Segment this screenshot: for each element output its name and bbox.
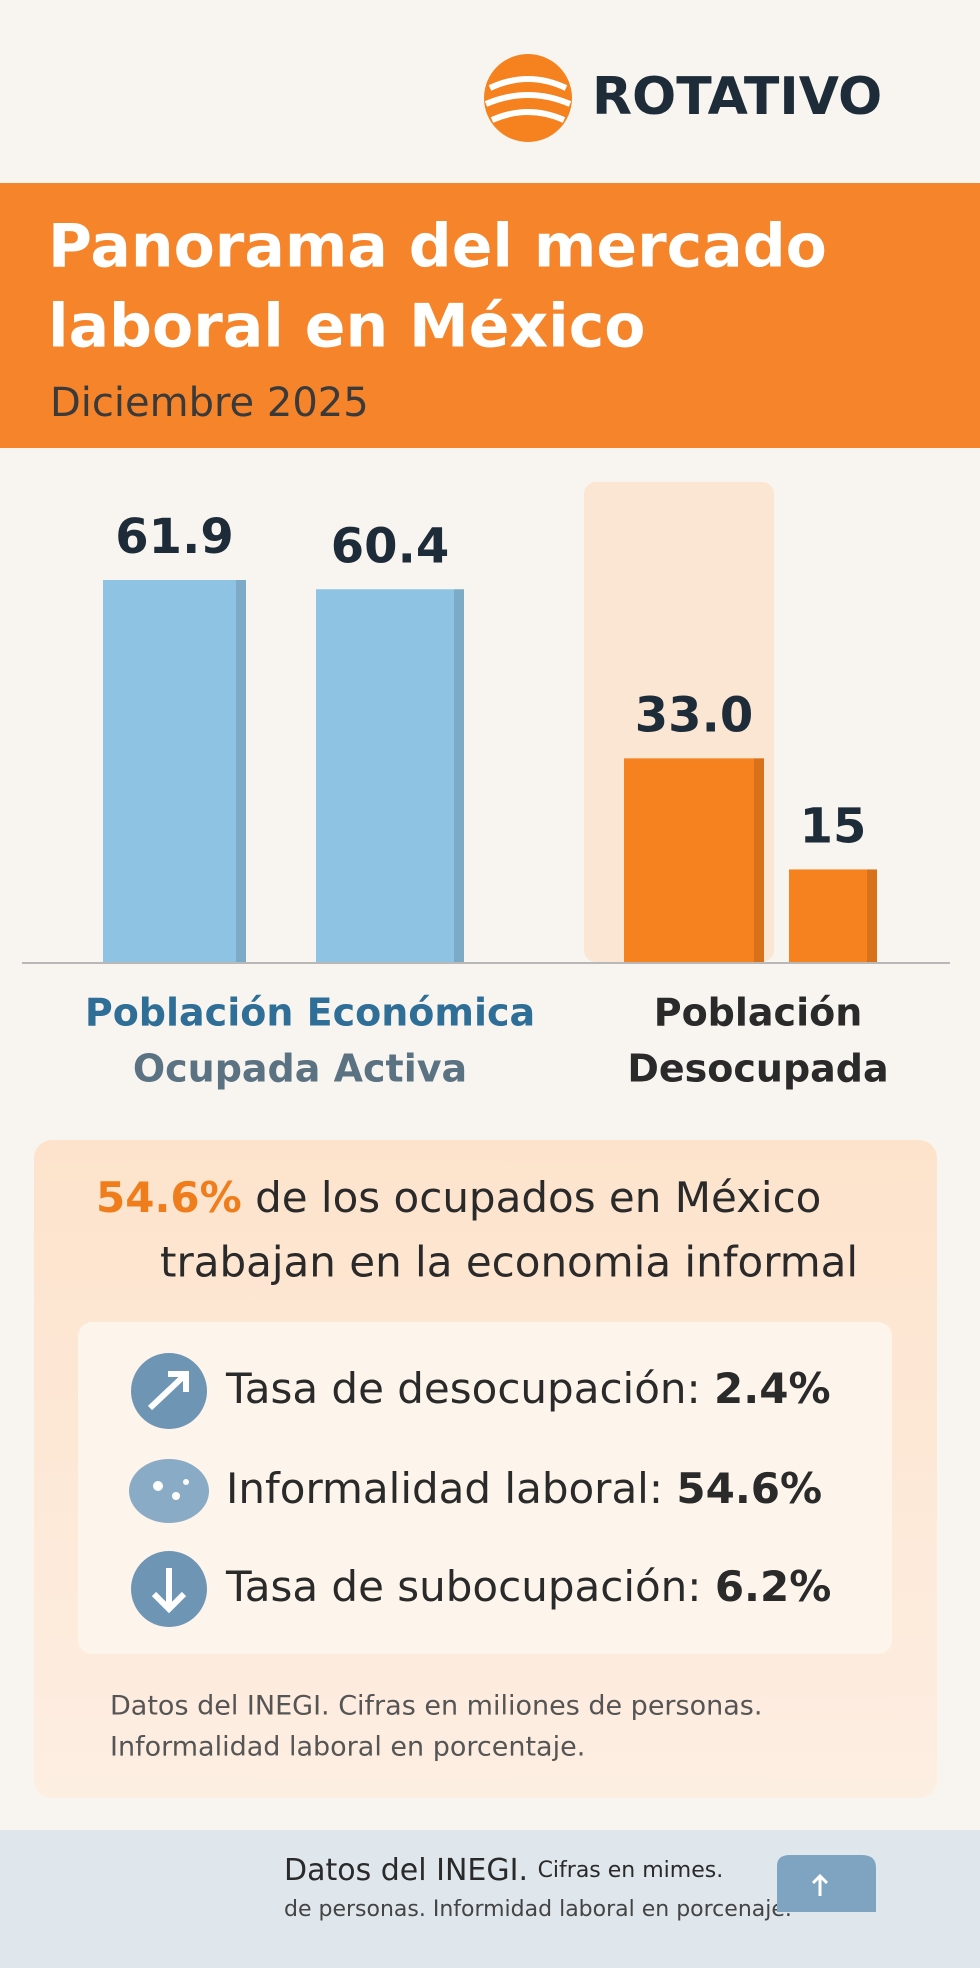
stats-panel [78, 1322, 892, 1654]
group-label: Población [654, 991, 863, 1035]
footer-lead: Datos del INEGI. [284, 1853, 528, 1888]
stat-label: Tasa de subocupación: [225, 1562, 701, 1611]
headline-figure: 54.6% [96, 1173, 242, 1222]
value-label: 60.4 [331, 518, 449, 574]
header-band [0, 183, 980, 448]
stat-value: 54.6% [676, 1464, 822, 1513]
bar-edge [754, 758, 764, 962]
stat-icon [131, 1551, 207, 1627]
footer-rest: Cifras en mimes. [538, 1858, 724, 1883]
headline-text: de los ocupados en México [255, 1173, 821, 1222]
bar [789, 869, 877, 962]
headline: 54.6% de los ocupados en México [96, 1173, 821, 1222]
note: Informalidad laboral en porcentaje. [110, 1732, 585, 1763]
stat-value: 6.2% [715, 1562, 831, 1611]
bar [624, 758, 764, 962]
bar-edge [867, 869, 877, 962]
group-label: Desocupada [627, 1047, 888, 1091]
subtitle: Diciembre 2025 [50, 380, 369, 426]
value-label: 33.0 [635, 687, 753, 743]
stat-line: Tasa de desocupación: 2.4% [225, 1364, 831, 1413]
title-line: Panorama del mercado [48, 212, 827, 282]
stat-line: Informalidad laboral: 54.6% [226, 1464, 822, 1513]
title-line: laboral en México [48, 292, 646, 362]
footer-line: de personas. Informidad laboral en porce… [284, 1897, 792, 1922]
footer-line: Datos del INEGI. Cifras en mimes. [284, 1853, 723, 1888]
stat-icon [129, 1459, 209, 1523]
group-label: Población Económica [85, 991, 535, 1035]
note: Datos del INEGI. Cifras en miliones de p… [110, 1691, 762, 1722]
stat-icon [131, 1353, 207, 1429]
footer-icon [777, 1855, 876, 1912]
group-label: Ocupada Activa [133, 1047, 467, 1091]
value-label: 15 [800, 798, 867, 854]
bar-chart: 61.9 60.4 33.0 15 [103, 509, 877, 962]
stat-label: Informalidad laboral: [226, 1464, 663, 1513]
bar-edge [454, 589, 464, 962]
bar-edge [236, 580, 246, 962]
logo-text: ROTATIVO [592, 67, 882, 127]
headline-text: trabajan en la economia informal [160, 1238, 858, 1287]
stat-label: Tasa de desocupación: [225, 1364, 701, 1413]
bar [316, 589, 464, 962]
value-label: 61.9 [115, 509, 233, 565]
stat-line: Tasa de subocupación: 6.2% [225, 1562, 831, 1611]
stat-value: 2.4% [714, 1364, 830, 1413]
bar [103, 580, 246, 962]
logo-icon [484, 54, 572, 142]
